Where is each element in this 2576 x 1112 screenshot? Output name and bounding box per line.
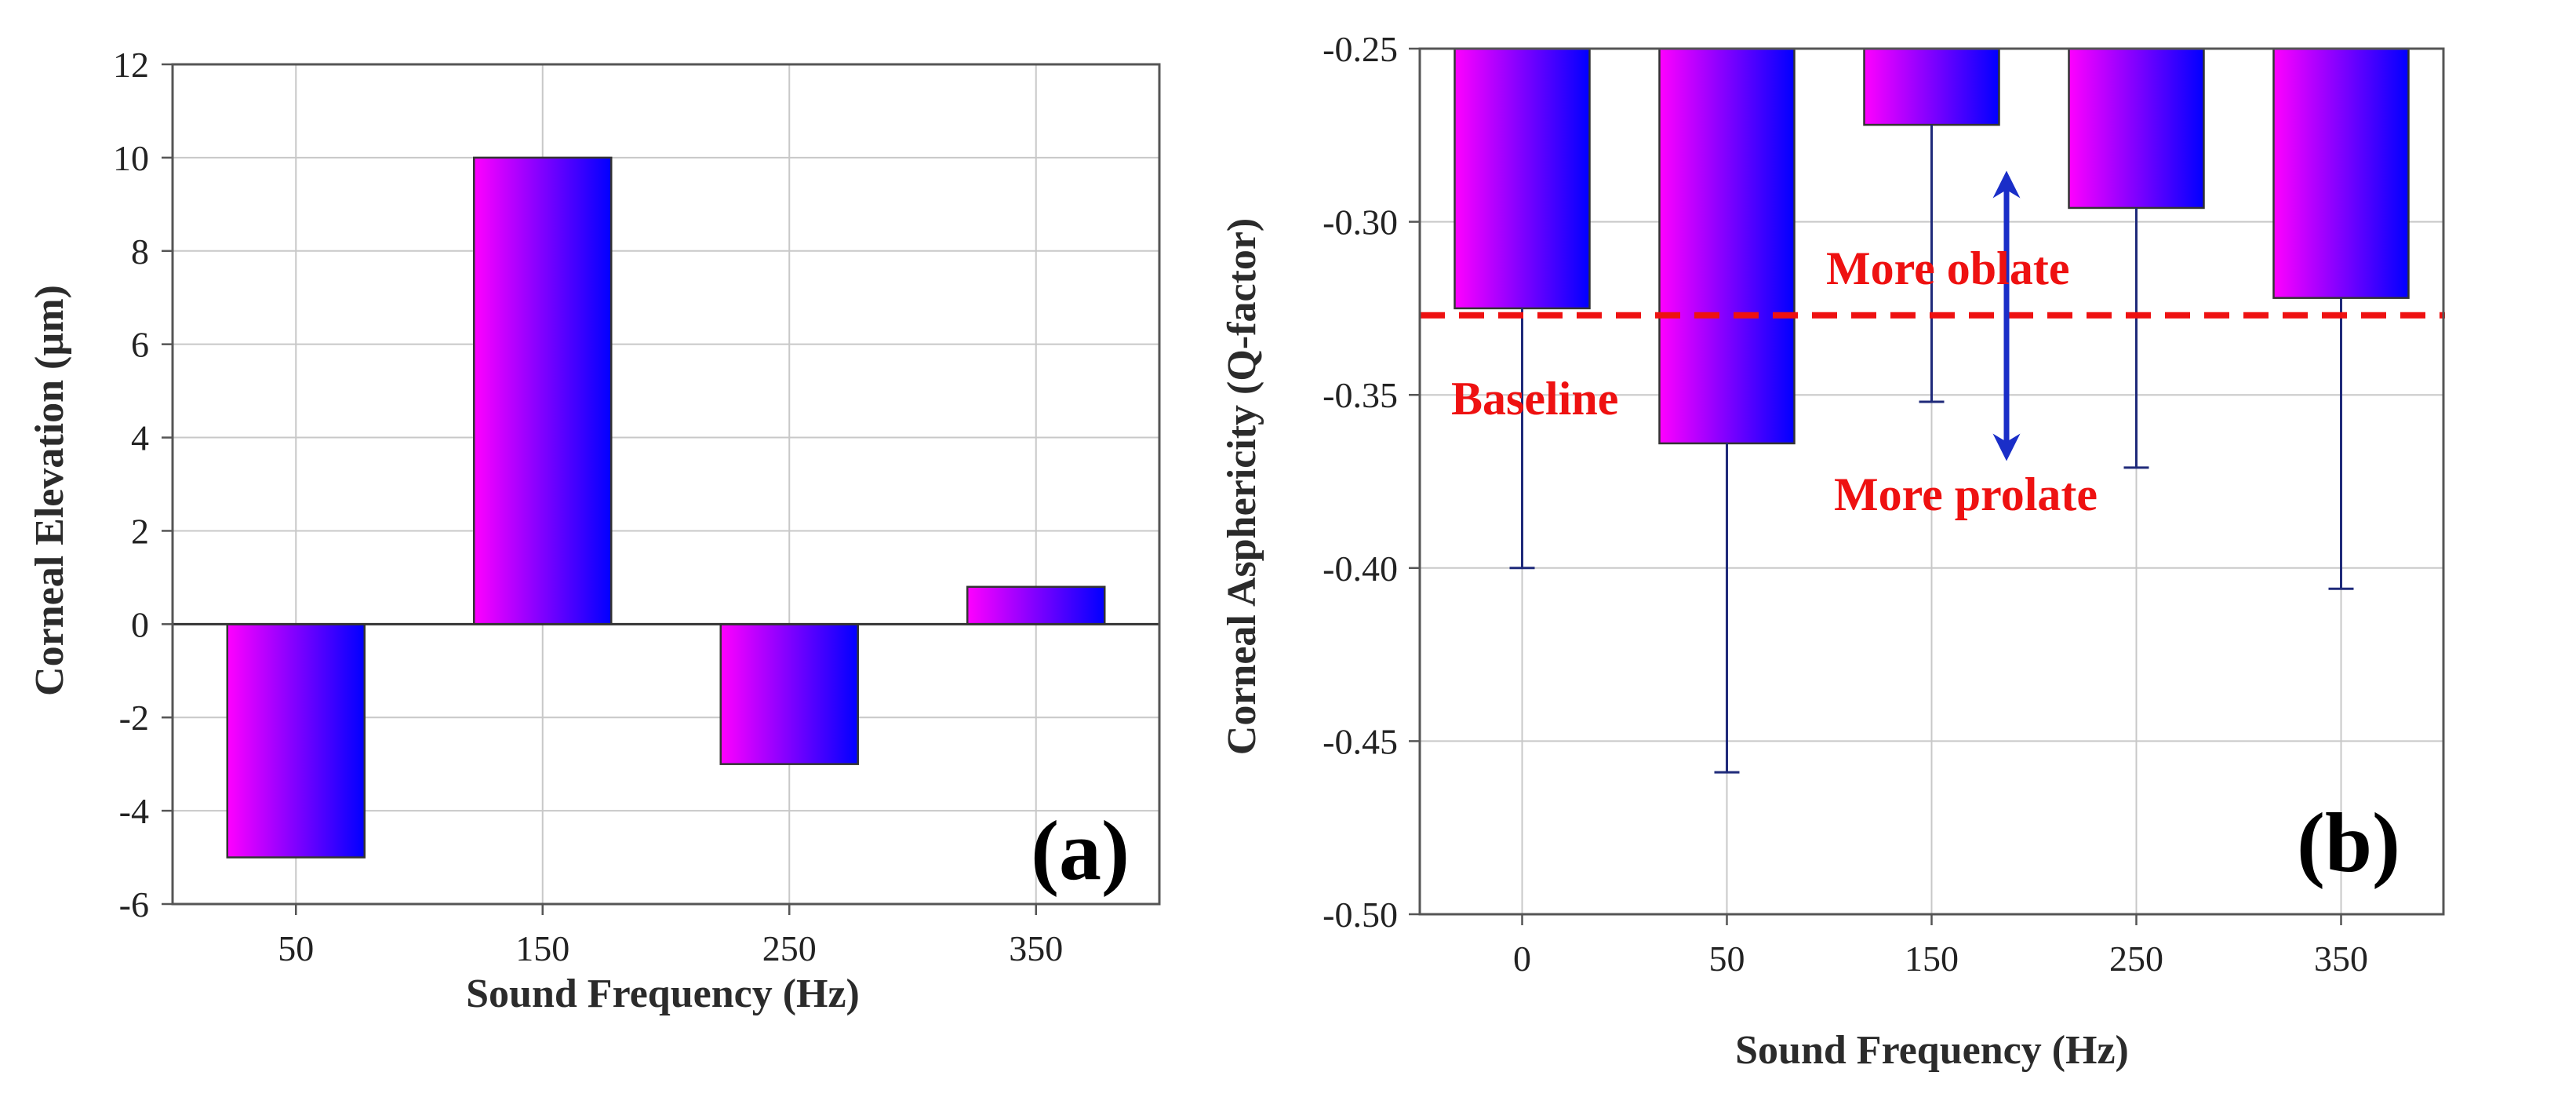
panel-label-b: (b) [2297,797,2400,890]
error-bars-b [1509,125,2354,774]
plot-frame-a [171,63,1161,906]
y-tick-labels-b: -0.50 -0.45 -0.40 -0.35 -0.30 -0.25 [1323,29,1398,935]
y-tick-label-b-5: -0.25 [1323,29,1398,69]
x-tick-label-a-1: 150 [515,928,569,968]
y-tick-label-a-7: 8 [131,232,149,272]
x-axis-title-a: Sound Frequency (Hz) [466,972,860,1016]
plot-frame-b [1418,47,2445,916]
x-tick-label-b-2: 150 [1905,939,1959,979]
x-tick-label-b-0: 0 [1513,939,1531,979]
y-tick-label-a-9: 12 [113,45,149,85]
bar-b-50 [1658,47,1796,445]
x-tick-labels-b: 0 50 150 250 350 [1513,939,2368,979]
y-tick-label-a-2: -2 [119,698,149,738]
chart-panel-b: -0.50 -0.45 -0.40 -0.35 -0.30 -0.25 0 50 150 250… [1220,29,2445,1073]
x-tick-label-a-3: 350 [1009,928,1063,968]
chart-panel-a: -6 -4 -2 0 2 4 6 8 10 12 50 150 250 350 Sound Freque… [27,45,1161,1016]
y-tick-label-b-0: -0.50 [1323,895,1398,935]
y-tick-label-a-1: -4 [119,791,149,831]
annotation-more-prolate: More prolate [1834,468,2098,520]
y-axis-title-b: Corneal Asphericity (Q-factor) [1220,218,1264,755]
panel-label-a: (a) [1031,804,1130,898]
y-tick-labels-a: -6 -4 -2 0 2 4 6 8 10 12 [113,45,149,924]
axes-b [1409,47,2445,925]
y-tick-label-b-4: -0.30 [1323,202,1398,242]
bar-a-250 [719,623,859,765]
y-tick-label-a-6: 6 [131,325,149,365]
x-axis-title-b: Sound Frequency (Hz) [1735,1028,2129,1073]
bar-a-350 [966,585,1106,625]
y-tick-label-a-5: 4 [131,418,149,458]
bar-b-150 [1863,47,2000,126]
x-tick-labels-a: 50 150 250 350 [278,928,1063,968]
bars-a [226,156,1106,859]
bar-b-250 [2068,47,2205,210]
x-tick-label-a-2: 250 [762,928,817,968]
bar-b-0 [1454,47,1591,310]
bar-a-150 [473,156,613,625]
y-axis-title-a: Corneal Elevation (µm) [27,285,72,696]
y-tick-label-a-0: -6 [119,884,149,924]
annotation-baseline: Baseline [1451,373,1618,425]
x-tick-label-a-0: 50 [278,928,314,968]
y-tick-label-b-3: -0.35 [1323,375,1398,415]
y-tick-label-a-3: 0 [131,604,149,644]
bars-b [1454,47,2410,445]
annotation-more-oblate: More oblate [1826,242,2069,294]
y-tick-label-a-8: 10 [113,138,149,178]
y-tick-label-a-4: 2 [131,511,149,551]
y-tick-label-b-2: -0.40 [1323,549,1398,589]
bar-a-50 [226,623,366,859]
x-tick-label-b-1: 50 [1709,939,1745,979]
axes-a [162,63,1161,915]
x-tick-label-b-4: 350 [2314,939,2368,979]
y-tick-label-b-1: -0.45 [1323,721,1398,761]
x-tick-label-b-3: 250 [2109,939,2163,979]
bar-b-350 [2272,47,2410,299]
